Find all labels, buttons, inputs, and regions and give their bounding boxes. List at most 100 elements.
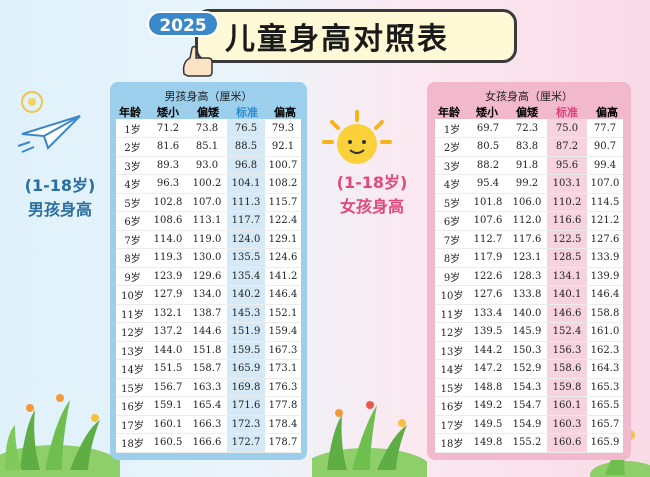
grass-decoration-left xyxy=(0,394,120,477)
girl-table-row: 8岁 117.9 123.1 128.5 133.9 xyxy=(435,248,623,268)
girl-table-cell: 117.9 xyxy=(469,248,507,268)
boy-table-row: 17岁 160.1 166.3 172.3 178.4 xyxy=(116,415,301,434)
grass-decoration-middle xyxy=(312,401,427,477)
boy-table-cell: 134.0 xyxy=(187,285,227,305)
boy-table-cell: 108.2 xyxy=(265,174,301,194)
boy-table-cell: 17岁 xyxy=(116,415,149,434)
boy-table-cell: 7岁 xyxy=(116,230,149,249)
boy-table-cell: 172.3 xyxy=(227,415,265,434)
boy-table-cell: 6岁 xyxy=(116,211,149,231)
boy-table-cell: 4岁 xyxy=(116,174,149,194)
boy-table-cell: 107.0 xyxy=(187,193,227,212)
girl-table-cell: 154.7 xyxy=(507,396,547,416)
girl-table-cell: 146.6 xyxy=(547,304,587,323)
girl-table-row: 4岁 95.4 99.2 103.1 107.0 xyxy=(435,174,623,194)
boy-header-standard: 标准 xyxy=(236,106,258,119)
boy-table-cell: 79.3 xyxy=(265,119,301,138)
boy-table-cell: 169.8 xyxy=(227,378,265,397)
boy-table-cell: 165.4 xyxy=(187,396,227,416)
boy-table-cell: 76.5 xyxy=(227,119,265,138)
boy-header-age: 年龄 xyxy=(119,106,141,119)
boy-table-cell: 119.3 xyxy=(149,248,187,268)
girl-table-cell: 88.2 xyxy=(469,156,507,175)
boy-table-cell: 104.1 xyxy=(227,174,265,194)
girl-table-cell: 134.1 xyxy=(547,267,587,286)
boy-table-cell: 73.8 xyxy=(187,119,227,138)
girl-table-cell: 152.9 xyxy=(507,359,547,379)
boy-table-cell: 151.5 xyxy=(149,359,187,379)
boy-age-range: (1-18岁) xyxy=(24,176,96,195)
girl-label: 女孩身高 xyxy=(339,197,404,216)
girl-table-cell: 7岁 xyxy=(435,230,469,249)
boy-table-cell: 5岁 xyxy=(116,193,149,212)
girl-table-cell: 149.8 xyxy=(469,433,507,453)
girl-rows: 1岁 69.7 72.3 75.0 77.7 2岁 80.5 83.8 87.2 90.7 3岁 88… xyxy=(435,119,623,453)
girl-table-cell: 106.0 xyxy=(507,193,547,212)
boy-table-cell: 152.1 xyxy=(265,304,301,323)
boy-table-cell: 123.9 xyxy=(149,267,187,286)
boy-header-below: 偏矮 xyxy=(197,106,219,119)
girl-table-row: 5岁 101.8 106.0 110.2 114.5 xyxy=(435,193,623,212)
girl-table-cell: 9岁 xyxy=(435,267,469,286)
boy-table-cell: 93.0 xyxy=(187,156,227,175)
boy-table-cell: 18岁 xyxy=(116,433,149,453)
boy-table-row: 6岁 108.6 113.1 117.7 122.4 xyxy=(116,211,301,231)
boy-table-cell: 117.7 xyxy=(227,211,265,231)
boy-table-cell: 172.7 xyxy=(227,433,265,453)
boy-table-cell: 8岁 xyxy=(116,248,149,268)
girl-table-cell: 99.2 xyxy=(507,174,547,194)
page-title: 儿童身高对照表 xyxy=(225,22,449,57)
boy-table-cell: 141.2 xyxy=(265,267,301,286)
girl-header-standard: 标准 xyxy=(556,106,578,119)
boy-table-cell: 124.0 xyxy=(227,230,265,249)
girl-table-cell: 107.0 xyxy=(587,174,623,194)
girl-table-cell: 161.0 xyxy=(587,322,623,342)
girl-table-cell: 122.5 xyxy=(547,230,587,249)
girl-table-cell: 72.3 xyxy=(507,119,547,138)
boy-table-cell: 111.3 xyxy=(227,193,265,212)
boy-table-row: 1岁 71.2 73.8 76.5 79.3 xyxy=(116,119,301,138)
boy-table-cell: 10岁 xyxy=(116,285,149,305)
boy-table-cell: 119.0 xyxy=(187,230,227,249)
boy-table-cell: 13岁 xyxy=(116,341,149,360)
boy-table-cell: 138.7 xyxy=(187,304,227,323)
girl-table-cell: 144.2 xyxy=(469,341,507,360)
girl-table-cell: 128.5 xyxy=(547,248,587,268)
boy-table-cell: 156.7 xyxy=(149,378,187,397)
boy-table-cell: 92.1 xyxy=(265,137,301,157)
boy-table-cell: 81.6 xyxy=(149,137,187,157)
boy-label: 男孩身高 xyxy=(27,200,92,219)
girl-table-cell: 11岁 xyxy=(435,304,469,323)
boy-rows: 1岁 71.2 73.8 76.5 79.3 2岁 81.6 85.1 88.5 92.1 3岁 89… xyxy=(116,119,301,453)
girl-table-cell: 75.0 xyxy=(547,119,587,138)
boy-table-cell: 160.5 xyxy=(149,433,187,453)
girl-table-cell: 165.3 xyxy=(587,378,623,397)
pointing-hand-icon xyxy=(182,45,213,77)
girl-header-age: 年龄 xyxy=(438,106,460,119)
girl-table-cell: 4岁 xyxy=(435,174,469,194)
girl-table-cell: 154.9 xyxy=(507,415,547,434)
girl-label-block: (1-18岁) 女孩身高 xyxy=(322,171,422,219)
girl-table-row: 13岁 144.2 150.3 156.3 162.3 xyxy=(435,341,623,360)
girl-table-cell: 1岁 xyxy=(435,119,469,138)
boy-table-cell: 130.0 xyxy=(187,248,227,268)
boy-table-cell: 113.1 xyxy=(187,211,227,231)
boy-table-cell: 108.6 xyxy=(149,211,187,231)
girl-table-cell: 18岁 xyxy=(435,433,469,453)
girl-table-row: 12岁 139.5 145.9 152.4 161.0 xyxy=(435,322,623,342)
girl-table-cell: 95.6 xyxy=(547,156,587,175)
boy-header-tall: 偏高 xyxy=(274,106,296,119)
girl-table-cell: 101.8 xyxy=(469,193,507,212)
girl-table-cell: 158.6 xyxy=(547,359,587,379)
boy-table-cell: 127.9 xyxy=(149,285,187,305)
girl-table-title: 女孩身高（厘米） xyxy=(485,90,573,103)
girl-table-row: 1岁 69.7 72.3 75.0 77.7 xyxy=(435,119,623,138)
boy-label-block: (1-18岁) 男孩身高 xyxy=(10,174,110,222)
boy-table-cell: 15岁 xyxy=(116,378,149,397)
girl-table-cell: 77.7 xyxy=(587,119,623,138)
boy-table-cell: 11岁 xyxy=(116,304,149,323)
boy-table-cell: 89.3 xyxy=(149,156,187,175)
girl-table-cell: 159.8 xyxy=(547,378,587,397)
girl-table-cell: 139.9 xyxy=(587,267,623,286)
boy-table-cell: 129.1 xyxy=(265,230,301,249)
